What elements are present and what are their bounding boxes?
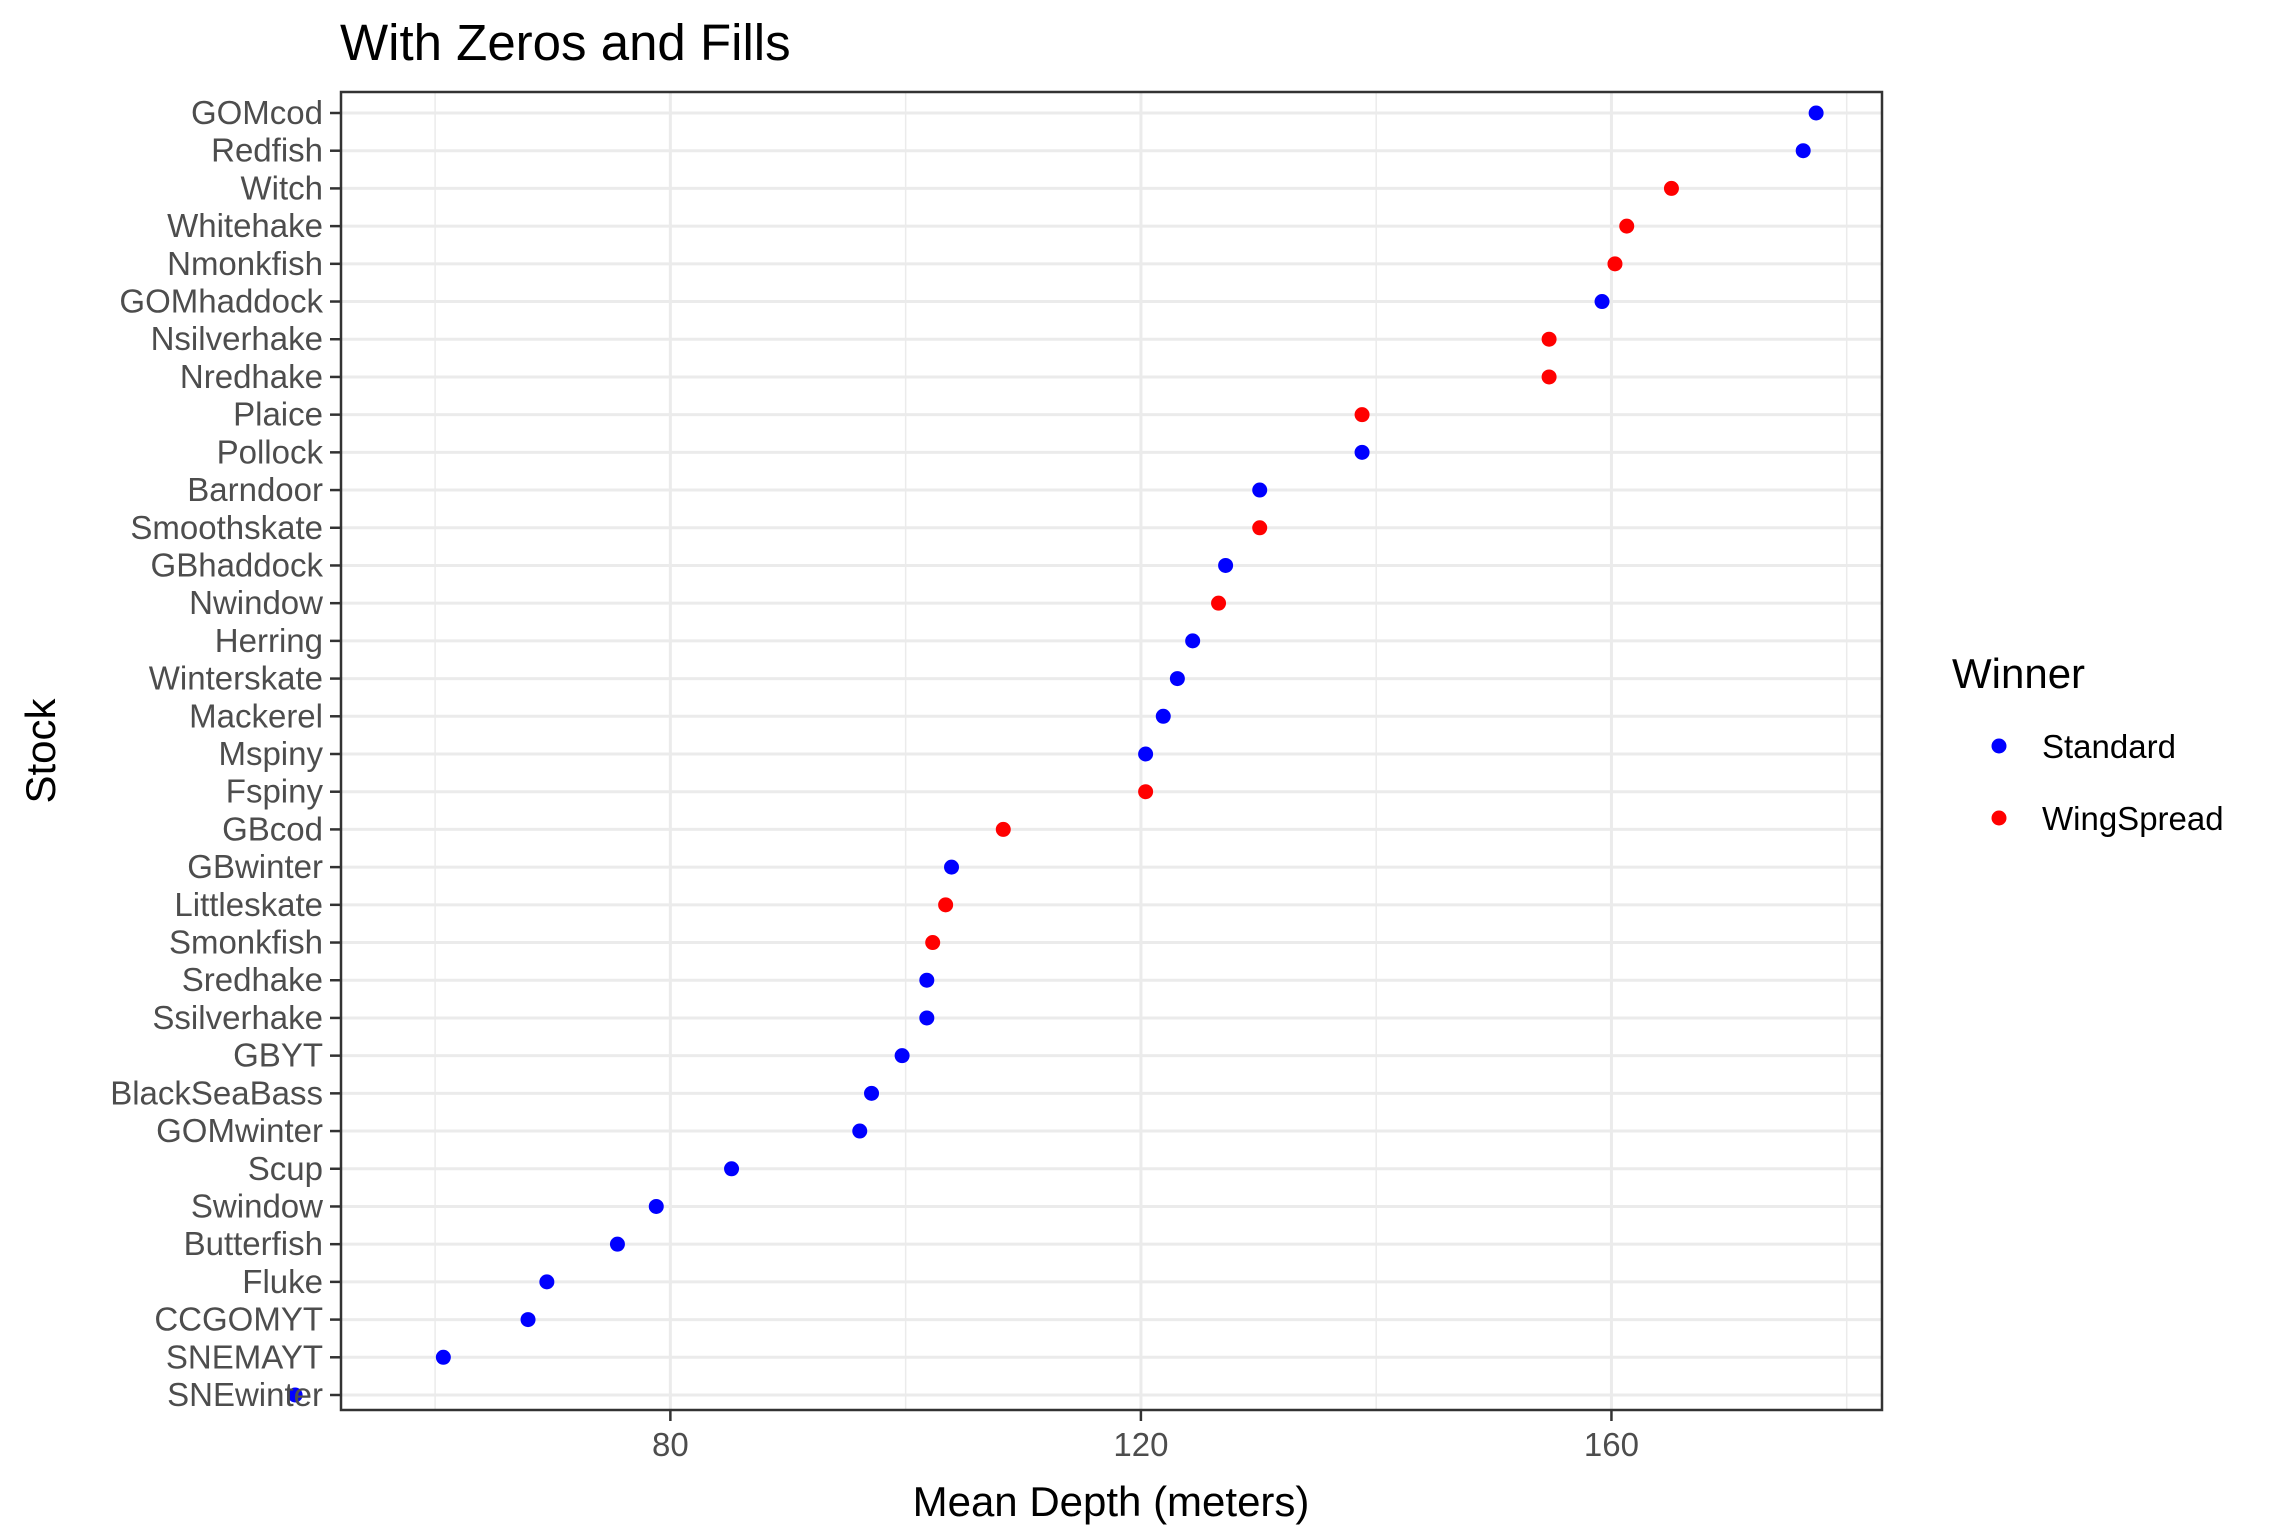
y-tick-label: Smoothskate bbox=[130, 509, 323, 546]
point-wingspread-nsilverhake bbox=[1541, 331, 1557, 347]
point-wingspread-whitehake bbox=[1619, 218, 1635, 234]
y-tick-label: Smonkfish bbox=[169, 924, 323, 961]
legend-key-standard bbox=[1991, 738, 2007, 754]
point-standard-ssilverhake bbox=[919, 1010, 935, 1026]
point-wingspread-littleskate bbox=[938, 897, 954, 913]
y-tick-label: Redfish bbox=[211, 132, 323, 169]
y-axis: GOMcodRedfishWitchWhitehakeNmonkfishGOMh… bbox=[110, 94, 341, 1413]
y-tick-label: Nmonkfish bbox=[167, 245, 323, 282]
legend-key-wingspread bbox=[1991, 810, 2007, 826]
point-standard-mackerel bbox=[1155, 708, 1171, 724]
y-tick-label: CCGOMYT bbox=[154, 1301, 323, 1338]
point-standard-herring bbox=[1185, 633, 1201, 649]
point-standard-gomcod bbox=[1808, 105, 1824, 121]
y-tick-label: SNEwinter bbox=[167, 1376, 323, 1413]
y-tick-label: GOMcod bbox=[191, 94, 323, 131]
point-wingspread-nmonkfish bbox=[1607, 256, 1623, 272]
chart-title: With Zeros and Fills bbox=[340, 14, 791, 71]
x-tick-label: 160 bbox=[1584, 1426, 1639, 1463]
y-tick-label: GBhaddock bbox=[151, 546, 324, 583]
point-wingspread-witch bbox=[1663, 180, 1679, 196]
plot-panel-background bbox=[341, 92, 1882, 1410]
point-standard-gbwinter bbox=[944, 859, 960, 875]
point-wingspread-nredhake bbox=[1541, 369, 1557, 385]
y-tick-label: Mspiny bbox=[218, 735, 323, 772]
x-axis: 80 120 160 bbox=[652, 1410, 1639, 1463]
point-standard-sredhake bbox=[919, 972, 935, 988]
point-standard-barndoor bbox=[1252, 482, 1268, 498]
point-wingspread-smonkfish bbox=[925, 935, 941, 951]
y-tick-label: GOMhaddock bbox=[119, 283, 323, 320]
y-tick-label: GBcod bbox=[222, 810, 323, 847]
point-standard-winterskate bbox=[1169, 671, 1185, 687]
point-standard-mspiny bbox=[1138, 746, 1154, 762]
x-axis-title: Mean Depth (meters) bbox=[913, 1478, 1310, 1525]
y-tick-label: GBwinter bbox=[187, 848, 323, 885]
point-standard-gbhaddock bbox=[1218, 557, 1234, 573]
y-tick-label: Ssilverhake bbox=[152, 999, 323, 1036]
y-tick-label: Witch bbox=[241, 169, 324, 206]
y-tick-label: Nsilverhake bbox=[151, 320, 323, 357]
legend: Winner Standard WingSpread bbox=[1952, 650, 2224, 837]
y-tick-label: Sredhake bbox=[182, 961, 323, 998]
legend-label-standard: Standard bbox=[2042, 728, 2176, 765]
point-standard-pollock bbox=[1354, 444, 1370, 460]
y-tick-label: Scup bbox=[248, 1150, 323, 1187]
point-wingspread-fspiny bbox=[1138, 784, 1154, 800]
point-standard-gomwinter bbox=[852, 1123, 868, 1139]
x-tick-label: 120 bbox=[1113, 1426, 1168, 1463]
point-standard-butterfish bbox=[609, 1236, 625, 1252]
point-standard-snemayt bbox=[435, 1349, 451, 1365]
point-wingspread-gbcod bbox=[995, 821, 1011, 837]
y-tick-label: Herring bbox=[215, 622, 323, 659]
point-standard-swindow bbox=[648, 1198, 664, 1214]
point-standard-snewinter bbox=[287, 1387, 303, 1403]
point-standard-gbyt bbox=[894, 1048, 910, 1064]
y-tick-label: Nredhake bbox=[180, 358, 323, 395]
y-tick-label: Littleskate bbox=[174, 886, 323, 923]
point-standard-ccgomyt bbox=[520, 1312, 536, 1328]
y-tick-label: GOMwinter bbox=[156, 1112, 323, 1149]
plot-panel-border bbox=[339, 90, 1884, 1412]
point-standard-redfish bbox=[1795, 143, 1811, 159]
minor-gridlines bbox=[434, 92, 1848, 1410]
x-tick-label: 80 bbox=[652, 1426, 689, 1463]
major-gridlines bbox=[341, 92, 1882, 1410]
y-tick-label: Whitehake bbox=[167, 207, 323, 244]
y-tick-label: Mackerel bbox=[189, 697, 323, 734]
y-tick-label: GBYT bbox=[233, 1037, 323, 1074]
y-tick-label: Winterskate bbox=[149, 660, 323, 697]
point-standard-scup bbox=[724, 1161, 740, 1177]
legend-label-wingspread: WingSpread bbox=[2042, 800, 2224, 837]
y-tick-label: Barndoor bbox=[187, 471, 323, 508]
legend-title: Winner bbox=[1952, 650, 2085, 697]
legend-items: Standard WingSpread bbox=[1991, 728, 2224, 837]
y-tick-label: Plaice bbox=[233, 396, 323, 433]
point-standard-fluke bbox=[539, 1274, 555, 1290]
y-axis-title: Stock bbox=[17, 697, 64, 803]
y-tick-label: Fluke bbox=[242, 1263, 323, 1300]
y-tick-label: Fspiny bbox=[226, 773, 324, 810]
point-wingspread-nwindow bbox=[1211, 595, 1227, 611]
y-tick-label: Swindow bbox=[191, 1187, 323, 1224]
y-tick-label: BlackSeaBass bbox=[110, 1074, 323, 1111]
y-tick-label: Pollock bbox=[217, 433, 324, 470]
point-wingspread-smoothskate bbox=[1252, 520, 1268, 536]
point-standard-gomhaddock bbox=[1594, 294, 1610, 310]
y-tick-label: Butterfish bbox=[184, 1225, 323, 1262]
point-wingspread-plaice bbox=[1354, 407, 1370, 423]
y-tick-label: SNEMAYT bbox=[166, 1338, 323, 1375]
y-tick-label: Nwindow bbox=[189, 584, 323, 621]
data-points bbox=[287, 105, 1824, 1403]
point-standard-blackseabass bbox=[864, 1085, 880, 1101]
